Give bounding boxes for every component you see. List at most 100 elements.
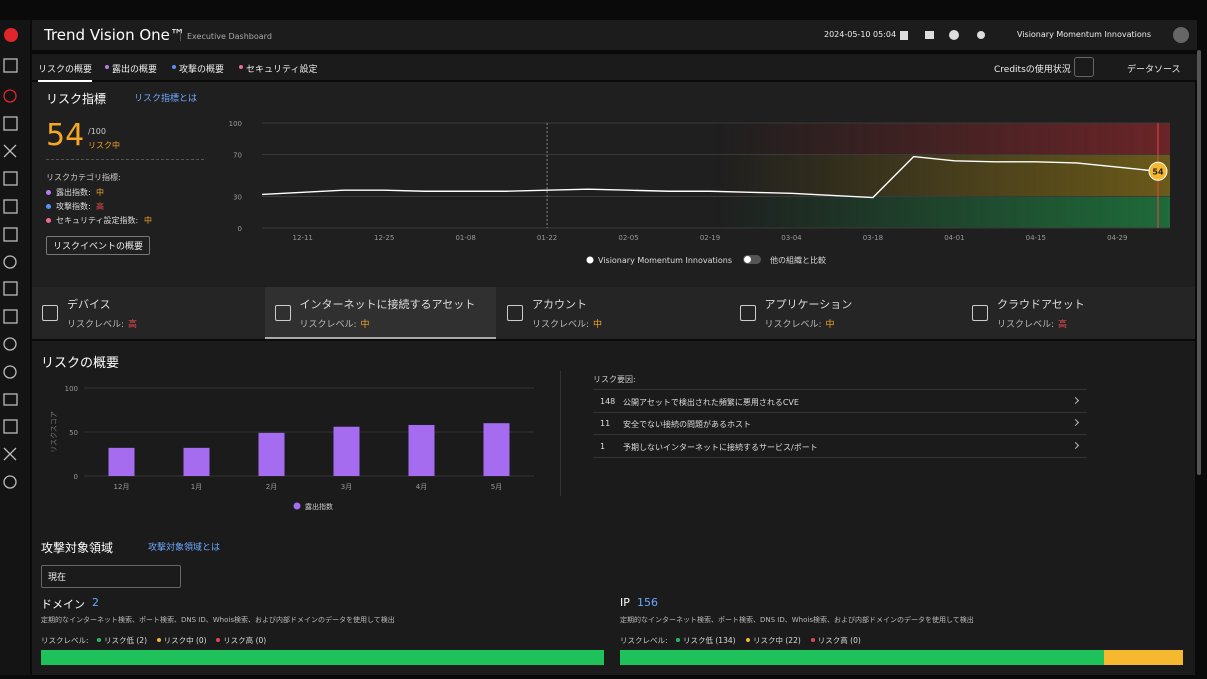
risk-events-button[interactable]: リスクイベントの概要: [46, 236, 151, 255]
factor-text: 予期しないインターネットに接続するサービス/ポート: [623, 443, 818, 452]
icon[interactable]: [949, 30, 959, 40]
factor-row[interactable]: 11 安全でない接続の問題があるホスト: [593, 412, 1087, 435]
section-title: リスク指標: [46, 92, 107, 106]
card-level: 中: [593, 320, 603, 330]
nav-icon[interactable]: [3, 144, 17, 158]
nav-icon[interactable]: [3, 58, 18, 73]
nav-icon[interactable]: [3, 365, 17, 379]
category-name: 露出指数:: [56, 188, 91, 197]
nav-icon[interactable]: [3, 199, 18, 214]
tab[interactable]: 攻撃の概要: [179, 65, 225, 75]
risk-bar-segment: [620, 650, 1104, 665]
x-tick-label: 5月: [491, 483, 502, 491]
trend-line: [261, 155, 1159, 199]
legend-dot: [156, 638, 161, 642]
legend-label: 露出指数: [305, 502, 333, 511]
section-title: 攻撃対象領域: [41, 541, 114, 555]
risk-bar: [41, 650, 604, 665]
category-card[interactable]: デバイス リスクレベル: 高: [32, 287, 263, 337]
factor-text: 安全でない接続の問題があるホスト: [623, 420, 751, 429]
x-tick-label: 04-29: [1107, 234, 1127, 242]
legend-label: リスク低 (2): [104, 636, 148, 645]
x-tick-label: 3月: [341, 483, 352, 491]
panel-count: 156: [637, 596, 658, 609]
tab[interactable]: セキュリティ設定: [246, 65, 318, 75]
bar: [258, 432, 285, 476]
help-link[interactable]: リスク指標とは: [134, 94, 198, 104]
x-tick-label: 12-11: [293, 234, 313, 242]
panel-name: IP: [620, 596, 630, 609]
nav-icon[interactable]: [3, 255, 17, 269]
tab[interactable]: リスクの概要: [38, 62, 93, 82]
category-card[interactable]: アカウント リスクレベル: 中: [497, 287, 728, 337]
legend-dot: [810, 638, 815, 642]
y-tick-label: 70: [233, 152, 242, 160]
nav-icon[interactable]: [3, 227, 18, 242]
risk-level: リスク中: [88, 141, 120, 150]
factor-row[interactable]: 148 公開アセットで検出された頻繁に悪用されるCVE: [593, 389, 1087, 413]
divider: [46, 159, 204, 160]
category-card[interactable]: アプリケーション リスクレベル: 中: [730, 287, 961, 337]
org-selector[interactable]: Visionary Momentum Innovations: [1017, 30, 1151, 39]
nav-icon[interactable]: [3, 309, 18, 324]
avatar[interactable]: [1172, 26, 1190, 44]
nav-icon[interactable]: [3, 281, 18, 296]
y-axis-label: リスクスコア: [50, 411, 58, 453]
category-level: 中: [96, 188, 104, 197]
card-icon: [507, 305, 523, 321]
card-icon: [274, 305, 291, 321]
y-tick-label: 100: [65, 385, 78, 393]
factors-label: リスク要因:: [593, 375, 636, 384]
legend-dot: [676, 638, 680, 642]
bar: [333, 426, 360, 476]
factor-row[interactable]: 1 予期しないインターネットに接続するサービス/ポート: [593, 435, 1087, 458]
risk-bar-segment: [1103, 650, 1183, 665]
category-card[interactable]: クラウドアセット リスクレベル: 高: [962, 287, 1193, 337]
risk-score: 54: [46, 118, 85, 153]
bar: [483, 423, 510, 476]
help-link[interactable]: 攻撃対象領域とは: [148, 543, 221, 553]
nav-icon[interactable]: [3, 89, 17, 103]
legend-dot: [293, 502, 301, 510]
credits-link[interactable]: Creditsの使用状況: [994, 65, 1071, 75]
card-level-label: リスクレベル:: [67, 320, 125, 330]
nav-icon[interactable]: [3, 447, 17, 461]
level-label: リスクレベル:: [41, 636, 89, 645]
datasource-link[interactable]: データソース: [1127, 65, 1181, 75]
tab-dot: [172, 65, 176, 69]
nav-icon[interactable]: [3, 337, 17, 351]
legend-dot: [746, 638, 750, 642]
nav-icon[interactable]: [3, 116, 18, 131]
app-subtitle: Executive Dashboard: [180, 32, 272, 41]
x-tick-label: 02-19: [700, 234, 720, 242]
icon[interactable]: [925, 31, 934, 39]
category-card[interactable]: インターネットに接続するアセット リスクレベル: 中: [264, 287, 496, 339]
legend-dot: [216, 638, 221, 642]
bar: [408, 424, 435, 476]
category-name: セキュリティ設定指数:: [56, 216, 139, 225]
nav-icon[interactable]: [3, 171, 18, 186]
sidebar: [0, 20, 30, 675]
sidebar-icons: [3, 28, 18, 489]
icon[interactable]: [977, 31, 985, 39]
nav-icon[interactable]: [3, 475, 17, 489]
x-tick-label: 12月: [114, 483, 130, 491]
x-tick-label: 04-01: [944, 234, 964, 242]
settings-button[interactable]: [1074, 57, 1094, 77]
tab-dot: [239, 65, 243, 69]
nav-icon[interactable]: [3, 393, 18, 406]
bar: [183, 447, 210, 476]
risk-bar-segment: [41, 650, 604, 665]
tab[interactable]: 露出の概要: [112, 65, 158, 75]
time-select[interactable]: 現在: [41, 565, 181, 588]
y-tick-label: 0: [74, 473, 78, 481]
card-title: アカウント: [532, 298, 587, 311]
x-tick-label: 03-04: [781, 234, 802, 242]
legend-label: リスク中 (0): [163, 636, 207, 645]
legend-label: リスク低 (134): [683, 636, 736, 645]
icon[interactable]: [900, 31, 908, 40]
chevron: [1071, 418, 1080, 427]
factor-count: 148: [600, 397, 616, 406]
nav-icon[interactable]: [3, 419, 18, 434]
tab-row: リスクの概要 露出の概要 攻撃の概要 セキュリティ設定 Creditsの使用状況 デー…: [32, 54, 1197, 82]
